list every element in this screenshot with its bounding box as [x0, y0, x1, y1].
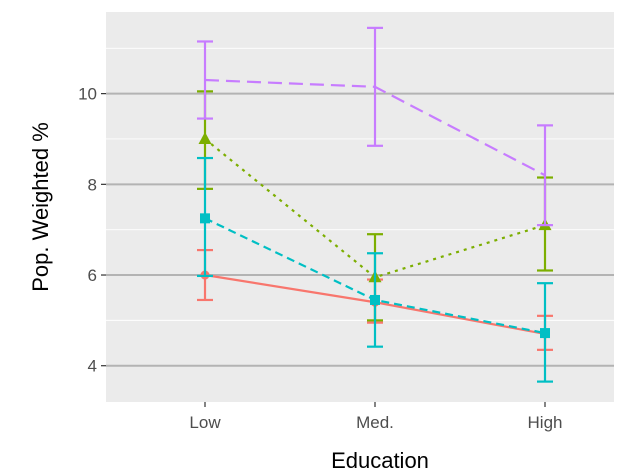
- y-tick-label: 6: [88, 266, 97, 285]
- y-axis-title: Pop. Weighted %: [28, 122, 53, 292]
- series-group: [197, 26, 553, 227]
- x-tick-label: High: [528, 413, 563, 432]
- plot-panel: [106, 12, 614, 402]
- x-axis-ticks: Low Med. High: [189, 402, 562, 432]
- y-tick-label: 8: [88, 175, 97, 194]
- series-line: [204, 138, 546, 279]
- x-axis-title: Education: [331, 448, 429, 473]
- x-tick-label: Low: [189, 413, 221, 432]
- y-tick-label: 4: [88, 357, 97, 376]
- major-grid: [106, 92, 614, 367]
- data-point: [370, 294, 380, 305]
- data-point: [200, 213, 210, 224]
- series-line: [204, 78, 546, 177]
- y-axis-ticks: 4 6 8 10: [78, 85, 106, 376]
- series-group: [197, 156, 553, 383]
- data-point: [198, 131, 212, 144]
- data-point: [540, 328, 550, 339]
- minor-grid: [106, 47, 614, 321]
- y-tick-label: 10: [78, 85, 97, 104]
- x-tick-label: Med.: [356, 413, 394, 432]
- series-layer: [197, 26, 553, 383]
